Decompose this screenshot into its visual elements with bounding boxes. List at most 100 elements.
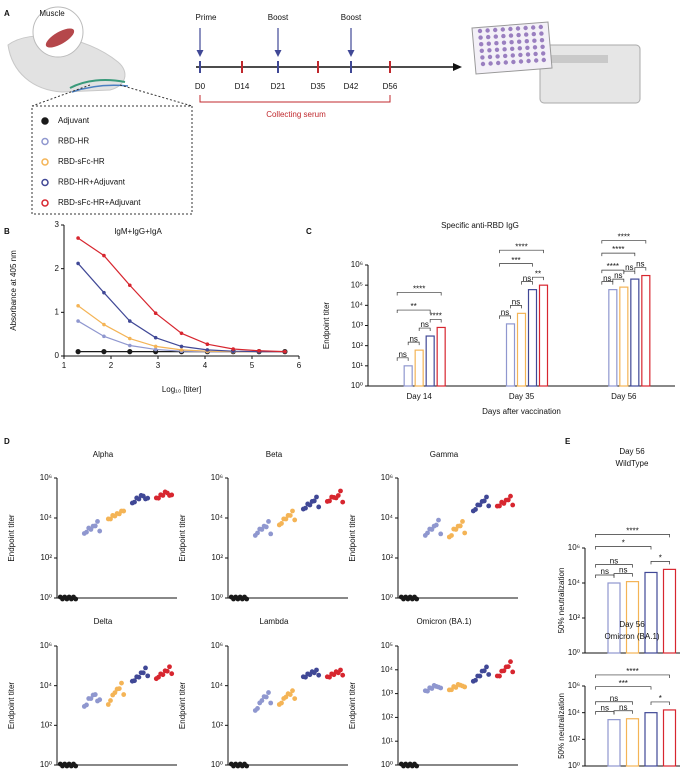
- plate-well: [510, 46, 515, 51]
- y-tick-label: 10⁴: [211, 681, 224, 690]
- plate-well: [496, 60, 501, 66]
- significance-label: ns: [398, 350, 406, 359]
- legend-marker: [41, 199, 49, 207]
- data-point: [179, 331, 184, 336]
- data-point: [481, 498, 487, 504]
- significance-label: *: [659, 694, 662, 703]
- x-axis-label: Days after vaccination: [482, 407, 561, 416]
- data-point: [108, 698, 113, 703]
- x-tick-label: Day 56: [611, 392, 637, 401]
- data-point: [311, 498, 317, 504]
- data-point: [473, 507, 478, 512]
- legend-label: RBD-HR: [58, 137, 89, 146]
- data-point: [153, 344, 158, 349]
- data-point: [508, 493, 513, 499]
- significance-bracket: [601, 281, 614, 285]
- data-point: [169, 671, 175, 677]
- data-point: [449, 533, 454, 538]
- data-point: [153, 335, 158, 340]
- data-point: [136, 496, 142, 502]
- plate-well: [532, 38, 537, 43]
- bar: [414, 349, 424, 387]
- plate-well: [533, 51, 538, 57]
- data-point: [497, 503, 502, 509]
- y-tick-label: 10²: [211, 720, 223, 729]
- data-point: [102, 253, 106, 258]
- day-label: D42: [344, 82, 359, 91]
- data-point: [316, 672, 322, 678]
- y-axis-label: Endpoint titer: [178, 682, 187, 729]
- y-tick-label: 10⁶: [211, 473, 223, 482]
- bar: [662, 709, 677, 767]
- bar: [436, 326, 446, 387]
- x-tick-label: 1: [62, 361, 67, 370]
- significance-bracket: [612, 278, 625, 283]
- bar: [538, 284, 549, 387]
- plate-well: [493, 27, 498, 33]
- data-point: [484, 494, 489, 500]
- plate-well: [501, 40, 507, 45]
- plate-well: [532, 45, 538, 50]
- significance-bracket: [613, 710, 633, 714]
- bar: [644, 571, 658, 654]
- dose-label: Boost: [341, 13, 362, 22]
- y-tick-label: 10⁴: [381, 665, 394, 674]
- plate-well: [541, 51, 546, 56]
- y-axis-label: Endpoint titer: [7, 514, 16, 561]
- mouse-illustration: [7, 6, 193, 215]
- y-axis-label: Absorbance at 405 nm: [9, 250, 18, 331]
- data-point: [414, 763, 420, 769]
- significance-label: *: [659, 553, 662, 562]
- significance-bracket: [396, 357, 409, 361]
- data-point: [292, 696, 298, 702]
- data-point: [497, 673, 502, 679]
- data-point: [128, 336, 132, 341]
- plate-well: [511, 59, 516, 65]
- significance-label: ns: [614, 271, 622, 280]
- dose-arrowhead: [347, 50, 355, 57]
- data-point: [102, 334, 106, 339]
- significance-label: ns: [610, 694, 618, 703]
- y-tick-label: 10⁴: [381, 513, 394, 522]
- legend-label: RBD-HR+Adjuvant: [58, 178, 126, 187]
- panel-label: B: [4, 227, 10, 236]
- data-point: [102, 322, 106, 327]
- plate-well: [539, 38, 545, 43]
- data-point: [156, 495, 161, 501]
- plate-well: [486, 41, 491, 46]
- y-tick-label: 10⁶: [351, 260, 363, 269]
- data-point: [119, 680, 124, 686]
- data-point: [436, 517, 441, 523]
- significance-label: ns: [625, 263, 633, 272]
- y-tick-label: 10⁰: [381, 760, 393, 769]
- data-point: [164, 668, 170, 674]
- data-point: [510, 669, 516, 675]
- data-point: [505, 497, 511, 503]
- data-point: [105, 702, 111, 707]
- data-point: [255, 530, 260, 536]
- x-tick-label: 3: [156, 361, 161, 370]
- data-point: [97, 697, 103, 703]
- plate-well: [501, 33, 506, 39]
- data-point: [477, 502, 483, 508]
- data-point: [76, 303, 80, 308]
- bar: [516, 312, 527, 387]
- bar: [662, 568, 677, 654]
- significance-bracket: [613, 573, 633, 577]
- y-tick-label: 10⁰: [40, 760, 52, 769]
- significance-bracket: [532, 276, 544, 281]
- data-point: [145, 673, 151, 679]
- data-point: [266, 690, 271, 695]
- y-tick-label: 2: [55, 264, 60, 273]
- plate-well: [478, 35, 483, 40]
- data-point: [266, 519, 271, 524]
- data-point: [128, 319, 132, 323]
- legend-label: Adjuvant: [58, 116, 90, 125]
- plate-well: [480, 61, 486, 67]
- data-point: [92, 692, 98, 697]
- plate-well: [538, 24, 543, 30]
- data-point: [438, 531, 444, 537]
- plate-well: [495, 54, 500, 59]
- chart-title: Day 56: [619, 620, 645, 629]
- significance-bracket: [396, 309, 431, 314]
